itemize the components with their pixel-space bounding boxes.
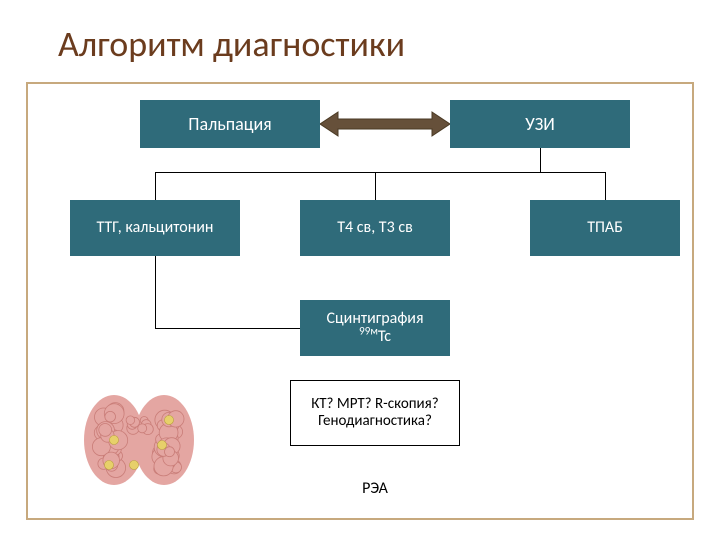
- box-palpation: Пальпация: [140, 100, 320, 148]
- double-arrow: [320, 104, 450, 144]
- scint-post: Тс: [378, 327, 391, 346]
- box-t4t3: Т4 св, Т3 св: [300, 200, 450, 256]
- scint-text: Сцинтиграфия99мТс: [326, 310, 423, 347]
- box-tpab: ТПАБ: [530, 200, 680, 256]
- scint-iso: 99м: [359, 325, 378, 339]
- slide-title: Алгоритм диагностики: [58, 22, 405, 66]
- slide: Алгоритм диагностики Пальпация УЗИ ТТГ, …: [0, 0, 720, 540]
- thyroid-icon: [74, 370, 204, 490]
- box-uzi: УЗИ: [450, 100, 630, 148]
- box-kt-mrt: КТ? МРТ? R-скопия? Генодиагностика?: [290, 380, 460, 446]
- box-rea: РЭА: [340, 475, 410, 503]
- box-scintigraphy: Сцинтиграфия99мТс: [300, 300, 450, 356]
- box-ttg: ТТГ, кальцитонин: [70, 200, 240, 256]
